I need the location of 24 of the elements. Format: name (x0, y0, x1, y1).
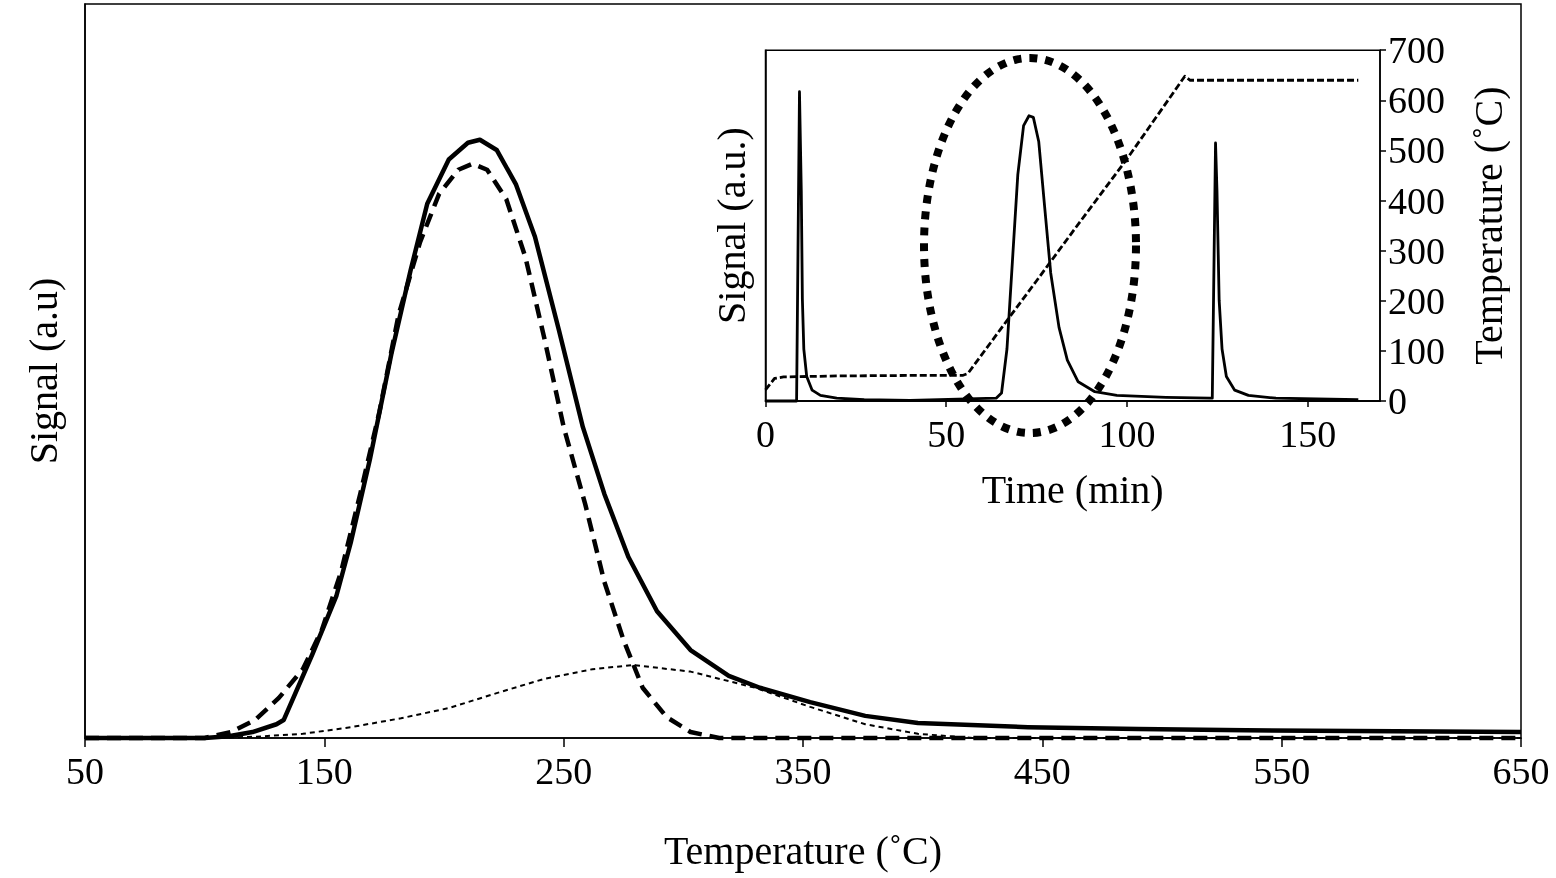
y-tick-label: 400 (1388, 179, 1445, 222)
x-tick-label: 150 (1279, 413, 1337, 455)
x-axis-title: Time (min) (981, 466, 1164, 512)
y-axis-title: Signal (a.u.) (709, 127, 754, 324)
y-tick-label: 300 (1388, 229, 1445, 272)
x-tick-label: 100 (1098, 413, 1156, 455)
x-tick-label: 0 (756, 413, 775, 455)
x-tick-label: 650 (1492, 750, 1550, 792)
x-tick-label: 550 (1253, 750, 1311, 792)
x-tick-label: 450 (1013, 750, 1071, 792)
y-tick-label: 500 (1388, 129, 1445, 172)
y-tick-label: 0 (1388, 380, 1407, 422)
x-tick-label: 50 (927, 413, 966, 455)
y-axis-title: Signal (a.u) (20, 277, 66, 465)
x-tick-label: 50 (66, 750, 104, 792)
y-axis-title: Temperature (˚C) (1465, 86, 1511, 365)
y-tick-label: 200 (1388, 279, 1445, 322)
y-tick-label: 600 (1388, 79, 1445, 122)
y-tick-label: 100 (1388, 329, 1445, 372)
x-tick-label: 350 (774, 750, 832, 792)
x-tick-label: 250 (535, 750, 593, 792)
y-tick-label: 700 (1388, 29, 1445, 72)
x-axis-title: Temperature (˚C) (663, 827, 943, 873)
x-tick-label: 150 (295, 750, 353, 792)
